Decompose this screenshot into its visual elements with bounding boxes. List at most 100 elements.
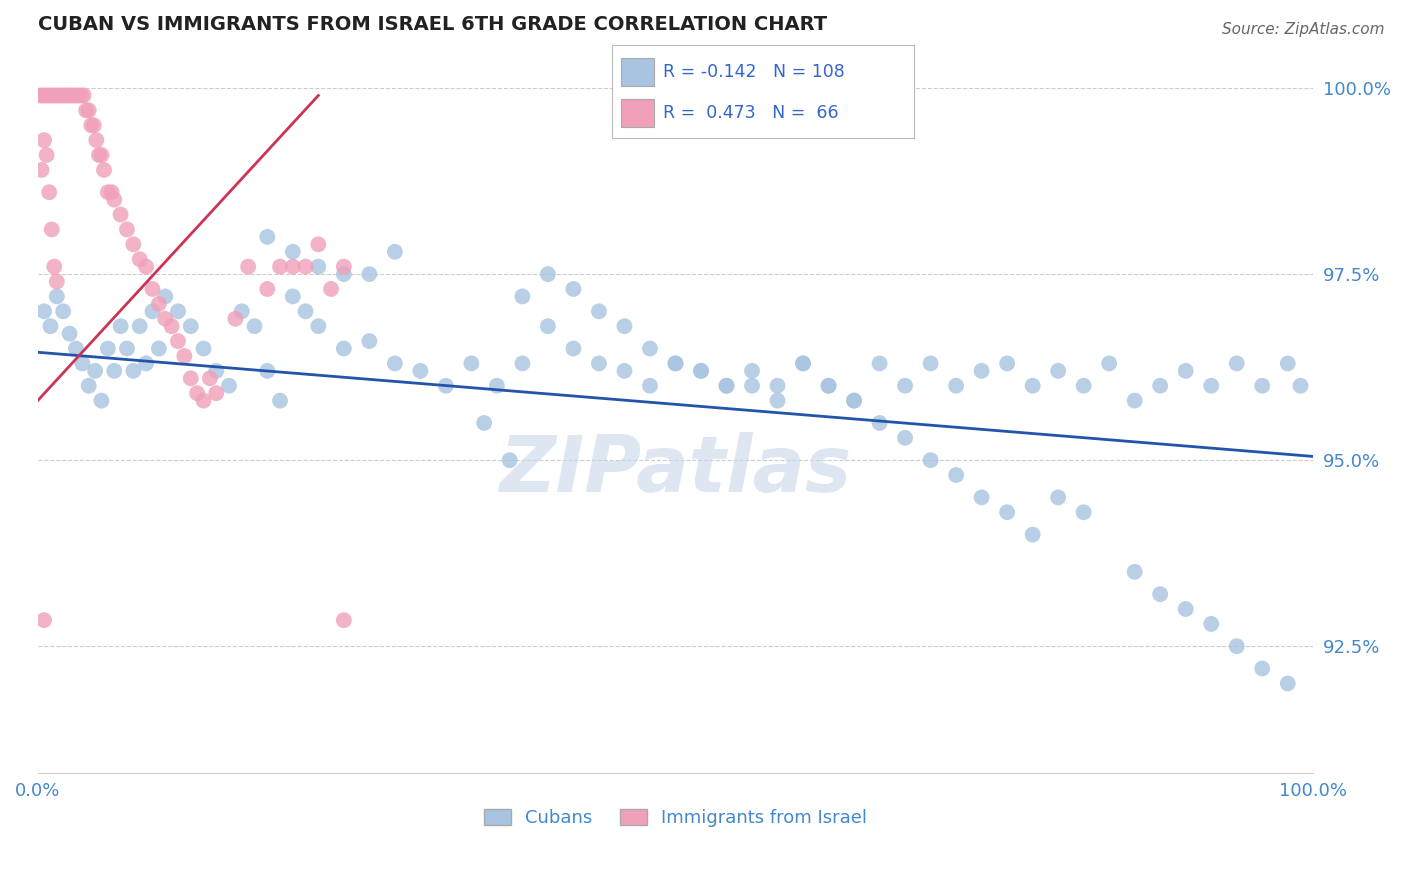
Point: [141, 304, 163, 318]
Point: [55, 88, 77, 103]
Point: [512, 356, 534, 370]
Point: [434, 378, 457, 392]
Point: [460, 356, 482, 370]
Point: [148, 342, 170, 356]
Point: [34, 88, 56, 103]
Point: [32, 304, 55, 318]
Point: [52, 304, 75, 318]
Legend: Cubans, Immigrants from Israel: Cubans, Immigrants from Israel: [475, 799, 876, 836]
Point: [256, 364, 278, 378]
Point: [65, 342, 87, 356]
Point: [31, 162, 53, 177]
Point: [103, 364, 125, 378]
Point: [1226, 356, 1249, 370]
Point: [485, 378, 508, 392]
Point: [970, 364, 993, 378]
Point: [30, 88, 52, 103]
Point: [97, 186, 120, 200]
Point: [1251, 661, 1274, 675]
Point: [90, 148, 112, 162]
Point: [58, 326, 80, 341]
Point: [842, 393, 865, 408]
Point: [70, 88, 93, 103]
Point: [65, 88, 87, 103]
Text: CUBAN VS IMMIGRANTS FROM ISRAEL 6TH GRADE CORRELATION CHART: CUBAN VS IMMIGRANTS FROM ISRAEL 6TH GRAD…: [38, 15, 827, 34]
Point: [115, 342, 138, 356]
Point: [333, 342, 356, 356]
Point: [562, 282, 585, 296]
Point: [160, 319, 183, 334]
Point: [817, 378, 839, 392]
Point: [562, 342, 585, 356]
Point: [100, 186, 122, 200]
Point: [186, 386, 208, 401]
Point: [1277, 356, 1299, 370]
Point: [842, 393, 865, 408]
Point: [690, 364, 713, 378]
Point: [193, 342, 215, 356]
Point: [45, 289, 67, 303]
Text: R = -0.142   N = 108: R = -0.142 N = 108: [664, 62, 845, 81]
Point: [41, 222, 63, 236]
Point: [970, 491, 993, 505]
Point: [1123, 393, 1146, 408]
Point: [1047, 364, 1070, 378]
Point: [281, 260, 304, 274]
Point: [103, 193, 125, 207]
Point: [741, 378, 763, 392]
Point: [83, 118, 105, 132]
Point: [46, 88, 69, 103]
Point: [1098, 356, 1121, 370]
Point: [135, 356, 157, 370]
Point: [1149, 378, 1171, 392]
Point: [716, 378, 738, 392]
Point: [920, 453, 942, 467]
Point: [1073, 378, 1095, 392]
Point: [333, 260, 356, 274]
Point: [31, 88, 53, 103]
Point: [359, 267, 381, 281]
Point: [198, 371, 221, 385]
Text: ZIPatlas: ZIPatlas: [499, 432, 852, 508]
Point: [588, 304, 610, 318]
Point: [945, 378, 967, 392]
Point: [45, 88, 67, 103]
Text: R =  0.473   N =  66: R = 0.473 N = 66: [664, 104, 838, 122]
Point: [1251, 378, 1274, 392]
Point: [512, 289, 534, 303]
Point: [869, 356, 891, 370]
Point: [766, 393, 789, 408]
Point: [72, 88, 94, 103]
Point: [995, 356, 1018, 370]
Point: [716, 378, 738, 392]
Point: [333, 613, 356, 627]
Point: [281, 289, 304, 303]
Point: [359, 334, 381, 348]
Point: [384, 244, 406, 259]
Point: [87, 148, 110, 162]
Point: [1199, 616, 1222, 631]
Point: [86, 133, 108, 147]
Point: [498, 453, 520, 467]
Point: [333, 267, 356, 281]
Point: [37, 88, 59, 103]
Point: [122, 237, 145, 252]
Text: Source: ZipAtlas.com: Source: ZipAtlas.com: [1222, 22, 1385, 37]
Point: [995, 505, 1018, 519]
Point: [224, 311, 246, 326]
Point: [537, 267, 560, 281]
Point: [1174, 602, 1197, 616]
Point: [537, 319, 560, 334]
Point: [243, 319, 266, 334]
Point: [384, 356, 406, 370]
Point: [115, 222, 138, 236]
Point: [193, 393, 215, 408]
Point: [1277, 676, 1299, 690]
Point: [690, 364, 713, 378]
Point: [409, 364, 432, 378]
Point: [294, 260, 316, 274]
Point: [294, 304, 316, 318]
FancyBboxPatch shape: [620, 58, 654, 86]
Point: [613, 364, 636, 378]
Point: [110, 319, 132, 334]
